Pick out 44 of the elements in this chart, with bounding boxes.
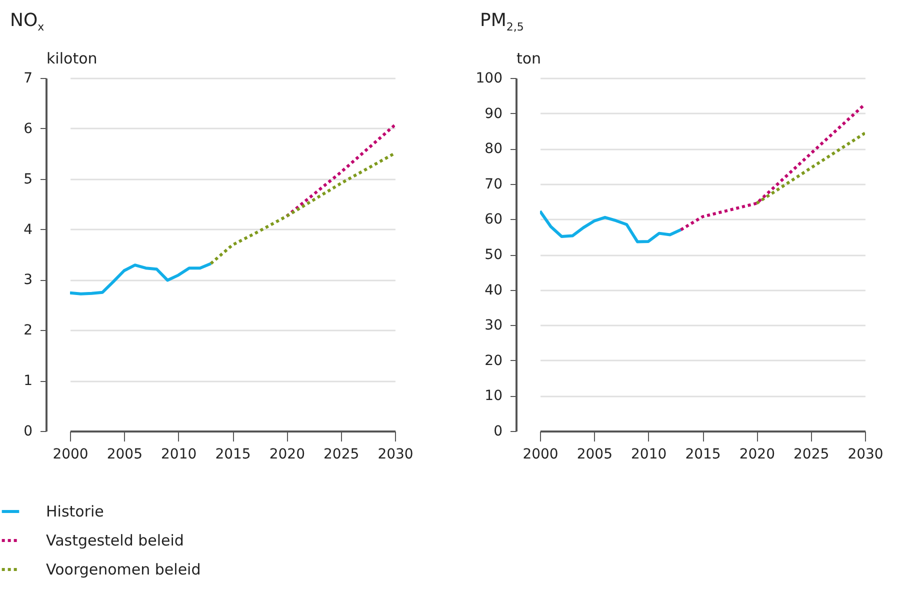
legend-label: Historie <box>46 502 104 520</box>
line-series <box>540 210 682 244</box>
y-tick-label: 7 <box>24 70 32 86</box>
y-tick-label: 40 <box>484 282 502 298</box>
x-tick-label: 2005 <box>106 446 142 462</box>
y-tick-label: 2 <box>24 322 32 339</box>
y-axis-title: kiloton <box>46 50 98 68</box>
y-tick-label: 4 <box>24 222 33 238</box>
y-tick-label: 6 <box>24 120 33 137</box>
x-tick-label: 2030 <box>378 446 414 462</box>
x-tick-label: 2020 <box>269 446 305 462</box>
y-tick-label: 100 <box>476 70 502 86</box>
x-tick-label: 2025 <box>794 446 830 462</box>
y-tick-label: 0 <box>24 424 32 440</box>
y-tick-label: 30 <box>484 318 502 334</box>
legend-label: Vastgesteld beleid <box>46 532 184 550</box>
chart-title: PM$_{2,5}$ <box>480 10 524 34</box>
x-tick-label: 2000 <box>52 446 88 462</box>
y-tick-label: 0 <box>494 424 502 440</box>
y-tick-label: 70 <box>484 176 502 192</box>
y-tick-label: 60 <box>484 212 502 228</box>
y-tick-label: 3 <box>24 272 32 288</box>
x-tick-label: 2005 <box>576 446 612 462</box>
y-tick-label: 10 <box>484 388 502 404</box>
line-series <box>70 262 212 296</box>
legend-label: Voorgenomen beleid <box>46 560 201 578</box>
x-tick-label: 2010 <box>161 446 197 462</box>
x-tick-label: 2030 <box>848 446 884 462</box>
y-axis-title: ton <box>516 50 542 68</box>
y-tick-label: 5 <box>24 171 32 188</box>
line-series <box>679 102 865 232</box>
chart-title: NO$_{x}$ <box>10 10 44 34</box>
x-tick-label: 2020 <box>739 446 775 462</box>
x-tick-label: 2015 <box>685 446 721 462</box>
y-tick-label: 50 <box>484 247 502 263</box>
y-tick-label: 1 <box>24 373 32 390</box>
y-tick-label: 80 <box>484 141 502 158</box>
x-tick-label: 2025 <box>324 446 360 462</box>
y-tick-label: 20 <box>484 352 502 369</box>
line-series <box>209 152 395 266</box>
y-tick-label: 90 <box>484 106 502 122</box>
x-tick-label: 2015 <box>215 446 251 462</box>
x-tick-label: 2000 <box>522 446 558 462</box>
x-tick-label: 2010 <box>631 446 667 462</box>
